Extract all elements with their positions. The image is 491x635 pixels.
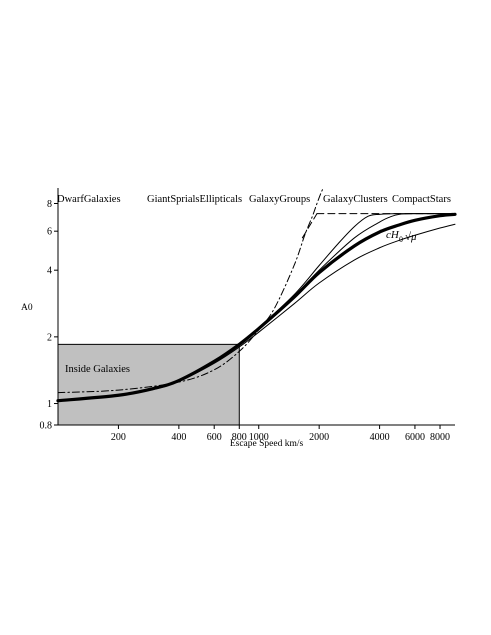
x-tick-label: 6000 [405, 432, 425, 443]
x-axis-title: Escape Speed km/s [230, 439, 304, 449]
series-line-thin-solid [57, 223, 456, 402]
y-axis-title: A0 [21, 303, 33, 313]
annotation-prefix: cH [386, 229, 400, 241]
x-tick-label: 4000 [370, 432, 390, 443]
annotation: cH 0 √μ [386, 229, 417, 244]
series-line-dashed [301, 213, 318, 239]
series-layer [56, 187, 457, 403]
region-label: GalaxyGroups [249, 194, 310, 205]
y-tick-label: 4 [47, 266, 52, 277]
x-tick-label: 8000 [430, 432, 450, 443]
x-tick-label: 2000 [309, 432, 329, 443]
text-layer: Inside Galaxies 200 400 600 800 1000 2000 4000 6… [21, 194, 451, 449]
y-tick-label: 6 [47, 227, 52, 238]
region-label: GalaxyClusters [323, 194, 388, 205]
axes-layer [54, 188, 455, 429]
y-tick-label: 8 [47, 199, 52, 210]
x-tick-label: 800 [232, 432, 247, 443]
shaded-region-label: Inside Galaxies [65, 364, 130, 375]
series-line-thick-solid [56, 212, 457, 403]
x-tick-label: 600 [207, 432, 222, 443]
region-label: GiantSprialsEllipticals [147, 194, 242, 205]
shaded-region-layer [57, 343, 240, 426]
x-tick-label: 400 [171, 432, 186, 443]
x-tick-label: 1000 [249, 432, 269, 443]
y-tick-label: 2 [47, 332, 52, 343]
series-line-thin-solid [57, 213, 456, 402]
y-tick-label: 1 [47, 399, 52, 410]
shaded-region [57, 343, 240, 426]
region-label: DwarfGalaxies [57, 194, 121, 205]
annotation-subscript: 0 [399, 235, 403, 244]
y-tick-label: 0.8 [40, 421, 53, 432]
series-line-dash-dot [57, 187, 324, 394]
x-tick-label: 200 [111, 432, 126, 443]
annotation-suffix: √μ [405, 231, 417, 243]
region-label: CompactStars [392, 194, 451, 205]
